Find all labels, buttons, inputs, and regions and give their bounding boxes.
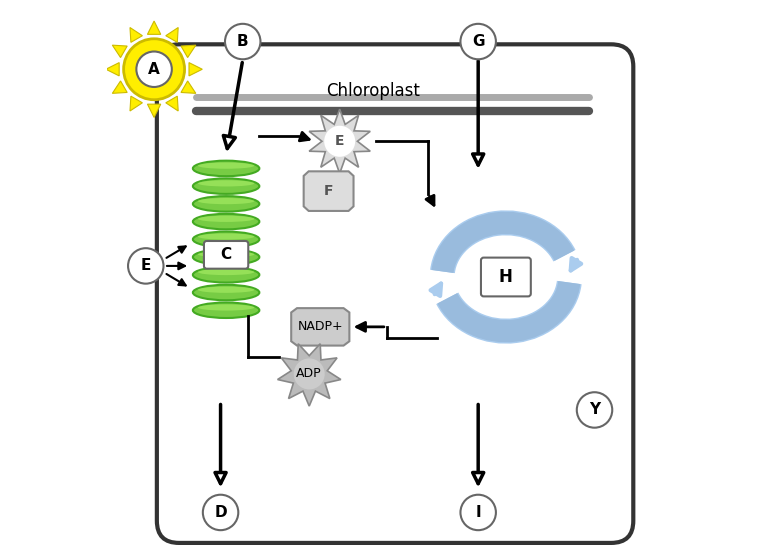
Polygon shape xyxy=(130,96,142,111)
Polygon shape xyxy=(181,81,196,94)
Ellipse shape xyxy=(193,285,260,300)
Ellipse shape xyxy=(193,232,260,247)
Text: G: G xyxy=(472,34,485,49)
FancyBboxPatch shape xyxy=(204,241,248,269)
Text: NADP+: NADP+ xyxy=(297,320,343,334)
Text: I: I xyxy=(475,505,481,520)
Ellipse shape xyxy=(198,251,254,258)
Text: C: C xyxy=(220,247,232,263)
Polygon shape xyxy=(181,45,196,58)
Text: E: E xyxy=(141,258,151,274)
Polygon shape xyxy=(147,104,161,117)
Polygon shape xyxy=(189,63,202,76)
Ellipse shape xyxy=(193,249,260,265)
Circle shape xyxy=(137,52,172,87)
PathPatch shape xyxy=(291,308,349,346)
Ellipse shape xyxy=(193,302,260,318)
Circle shape xyxy=(461,495,496,530)
Text: Y: Y xyxy=(589,402,600,418)
Circle shape xyxy=(225,24,260,59)
FancyBboxPatch shape xyxy=(157,44,634,543)
Ellipse shape xyxy=(193,267,260,283)
Polygon shape xyxy=(166,96,178,111)
Text: F: F xyxy=(324,184,333,198)
Polygon shape xyxy=(112,45,127,58)
Ellipse shape xyxy=(198,286,254,293)
FancyBboxPatch shape xyxy=(481,258,531,296)
Polygon shape xyxy=(130,28,142,42)
Ellipse shape xyxy=(198,304,254,311)
Ellipse shape xyxy=(198,180,254,187)
Text: ADP: ADP xyxy=(296,367,322,381)
Text: A: A xyxy=(148,61,160,77)
Polygon shape xyxy=(112,81,127,93)
Circle shape xyxy=(124,39,184,100)
Text: Chloroplast: Chloroplast xyxy=(326,83,420,100)
FancyBboxPatch shape xyxy=(589,66,631,521)
PathPatch shape xyxy=(303,171,353,211)
Ellipse shape xyxy=(198,233,254,240)
Circle shape xyxy=(203,495,238,530)
Circle shape xyxy=(293,358,325,389)
Text: B: B xyxy=(237,34,249,49)
Text: H: H xyxy=(499,268,513,286)
Circle shape xyxy=(577,392,612,428)
Circle shape xyxy=(461,24,496,59)
Ellipse shape xyxy=(198,216,254,222)
Text: D: D xyxy=(214,505,227,520)
Text: E: E xyxy=(335,134,344,148)
Polygon shape xyxy=(147,21,161,34)
Polygon shape xyxy=(166,28,178,42)
Ellipse shape xyxy=(193,178,260,194)
Polygon shape xyxy=(106,63,119,76)
Circle shape xyxy=(324,126,355,157)
Polygon shape xyxy=(310,109,370,173)
Ellipse shape xyxy=(198,269,254,275)
Ellipse shape xyxy=(198,198,254,204)
Ellipse shape xyxy=(193,214,260,229)
Circle shape xyxy=(128,248,164,284)
Ellipse shape xyxy=(198,162,254,169)
Ellipse shape xyxy=(193,196,260,212)
Ellipse shape xyxy=(193,161,260,176)
Polygon shape xyxy=(277,343,341,406)
